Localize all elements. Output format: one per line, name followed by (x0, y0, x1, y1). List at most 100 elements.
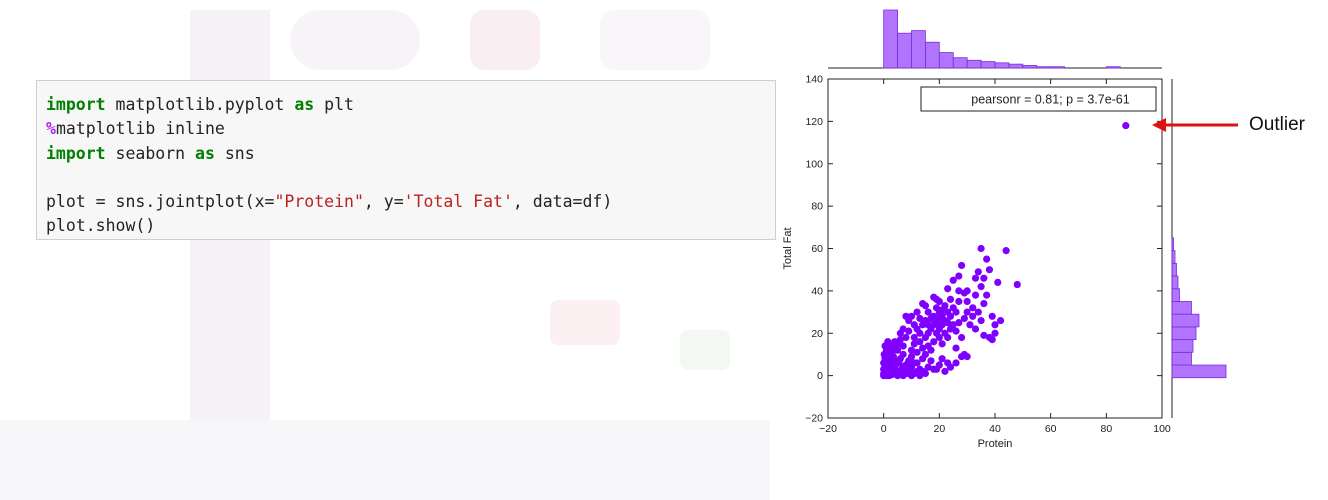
scatter-point (930, 312, 938, 320)
scatter-point (963, 297, 971, 306)
code-text: plot.show() (46, 216, 156, 236)
right-hist-bar (1171, 351, 1192, 366)
scatter-point (905, 365, 913, 373)
code-line: plot = sns.jointplot(x="Protein", y='Tot… (46, 190, 775, 214)
top-hist-bar (897, 32, 912, 69)
scatter-point (924, 363, 932, 371)
scatter-point (952, 327, 960, 335)
top-hist-bar (883, 9, 898, 69)
scatter-point (910, 359, 918, 367)
top-hist-bar (952, 57, 968, 69)
scatter-point (1122, 122, 1130, 130)
code-text: plot = sns.jointplot(x= (46, 192, 275, 212)
scatter-point (980, 274, 988, 282)
y-tick-label: 120 (805, 116, 823, 128)
scatter-point (927, 357, 935, 365)
scatter-point (910, 369, 918, 378)
scatter-point (966, 321, 974, 329)
scatter-point (955, 272, 963, 280)
y-tick-label: −20 (805, 413, 823, 425)
scatter-point (896, 336, 904, 344)
scatter-point (913, 308, 921, 316)
scatter-point (944, 359, 952, 367)
scatter-point (1002, 247, 1010, 255)
x-axis-label: Protein (978, 438, 1013, 450)
y-tick-label: 20 (811, 328, 823, 340)
x-tick-label: 80 (1100, 423, 1112, 435)
right-hist-bar (1171, 250, 1176, 264)
y-axis-label: Total Fat (782, 227, 794, 269)
scatter-point (907, 346, 916, 354)
background-shape (290, 10, 420, 70)
scatter-point (963, 352, 971, 361)
top-hist-bar (980, 61, 996, 69)
scatter-point (996, 316, 1005, 325)
scatter-point (882, 357, 891, 365)
scatter-point (952, 308, 960, 316)
y-tick-label: 0 (817, 370, 823, 382)
code-text: seaborn (105, 143, 196, 163)
top-hist-bar (1008, 63, 1024, 69)
scatter-point (955, 297, 963, 306)
x-tick-label: 100 (1153, 423, 1171, 435)
scatter-point (977, 316, 985, 325)
joint-plot: −20 0 20 40 60 80 100 −20 0 20 40 60 80 100 120 140 Prot… (782, 9, 1238, 450)
top-hist-bar (1036, 66, 1052, 69)
x-tick-label: 20 (933, 423, 945, 435)
scatter-point (946, 295, 955, 303)
scatter-point (988, 336, 996, 344)
scatter-point (899, 350, 907, 359)
code-text: plt (314, 95, 354, 114)
top-hist-bar (1050, 66, 1065, 69)
y-tick-label: 60 (811, 243, 823, 255)
scatter-point (924, 321, 932, 329)
scatter-point (988, 312, 996, 320)
x-tick-label: −20 (819, 423, 837, 435)
stat-box-text: pearsonr = 0.81; p = 3.7e-61 (971, 93, 1129, 107)
right-hist-bar (1171, 275, 1179, 290)
scatter-point (969, 312, 977, 320)
top-hist-bar (911, 30, 926, 69)
right-hist-bar (1171, 301, 1192, 315)
scatter-point (944, 333, 952, 342)
scatter-point (963, 287, 971, 295)
scatter-point (971, 274, 980, 282)
scatter-point (938, 306, 946, 314)
scatter-point (910, 321, 918, 329)
scatter-point (971, 291, 980, 299)
code-keyword: import (46, 95, 106, 114)
right-hist-bar (1171, 313, 1200, 328)
scatter-point (893, 346, 902, 354)
scatter-point (985, 266, 994, 274)
background-shape (550, 300, 620, 345)
scatter-point (932, 295, 941, 303)
scatter-point (974, 308, 982, 316)
background-shape (680, 330, 730, 370)
right-hist-bar (1171, 339, 1194, 353)
scatter-point (927, 346, 935, 354)
scatter-point (955, 319, 963, 327)
scatter-point (971, 325, 980, 333)
scatter-point (949, 276, 957, 284)
scatter-point (907, 352, 916, 361)
right-hist-bar (1171, 262, 1177, 277)
scatter-point (983, 255, 991, 263)
scatter-point (902, 312, 910, 320)
x-tick-label: 40 (989, 423, 1001, 435)
right-hist-bar (1171, 288, 1180, 302)
scatter-point (1013, 280, 1021, 289)
background-shape (600, 10, 710, 70)
scatter-point (888, 367, 896, 375)
code-cell[interactable]: import matplotlib.pyplot as plt %matplotl… (36, 80, 776, 240)
scatter-point (932, 365, 941, 373)
code-text: matplotlib inline (55, 119, 225, 139)
code-line: import matplotlib.pyplot as plt (46, 93, 775, 117)
scatter-point (891, 357, 899, 365)
scatter-point (913, 348, 921, 356)
scatter-point (930, 338, 938, 346)
code-text: , y= (363, 192, 404, 212)
scatter-point (910, 340, 918, 348)
code-line: plot.show() (46, 214, 775, 238)
scatter-point (980, 299, 988, 308)
scatter-point (963, 308, 971, 316)
